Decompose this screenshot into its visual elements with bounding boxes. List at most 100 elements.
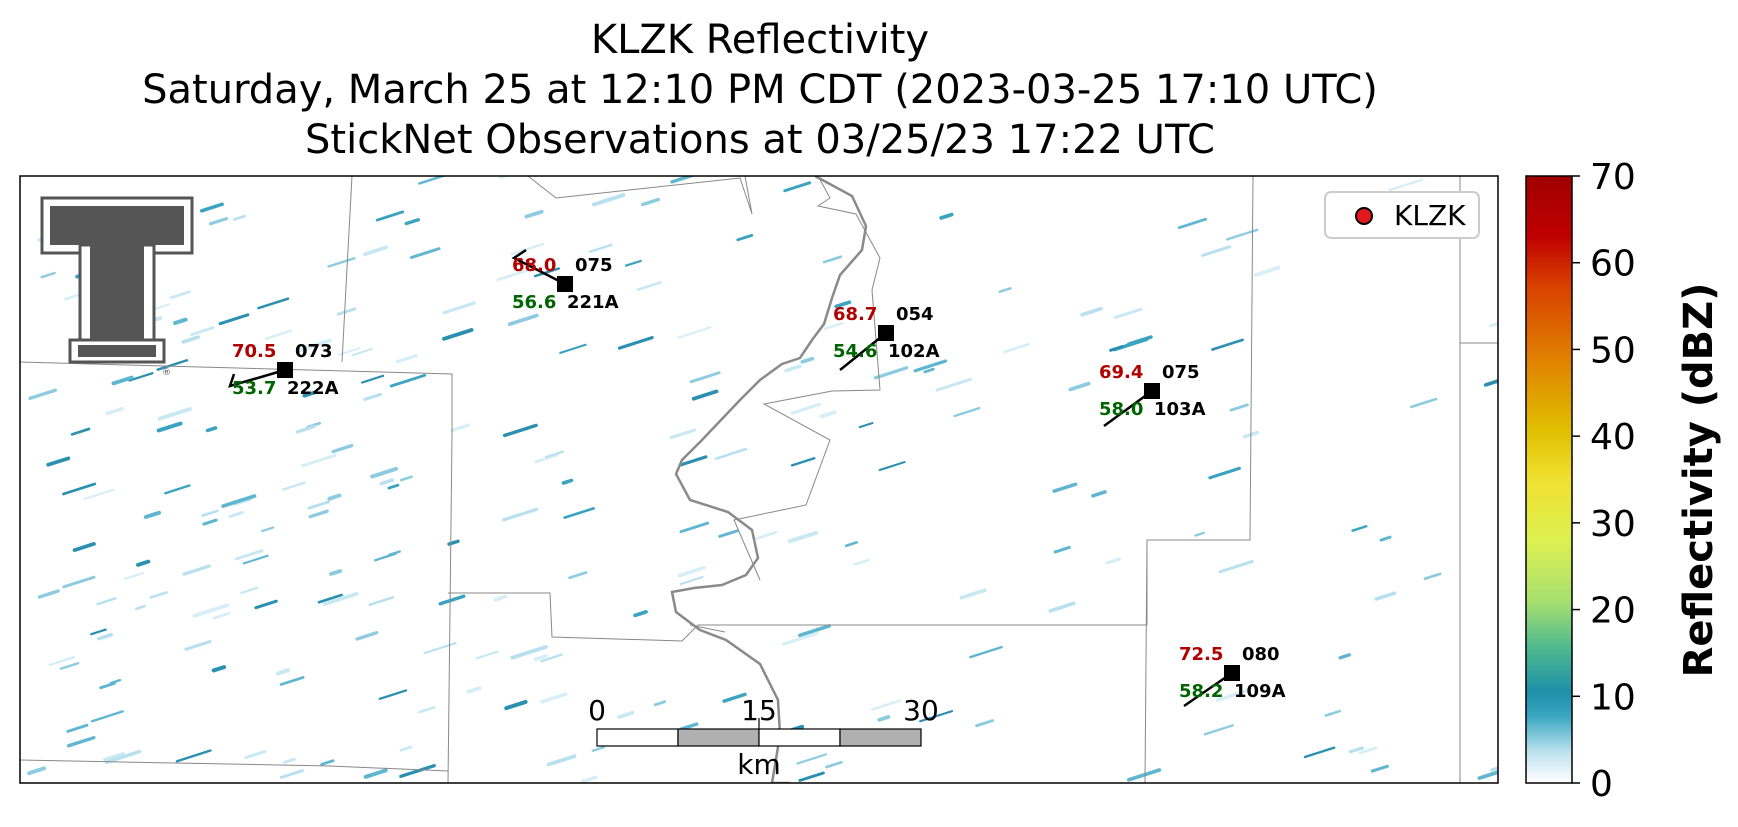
echo-streak [1351,525,1368,532]
echo-streak [298,338,332,352]
echo-streak [496,268,530,282]
echo-streak [169,290,191,299]
echo-streak [1200,245,1231,257]
echo-streak [96,632,114,641]
echo-streak [279,676,305,686]
echo-streak [438,594,466,606]
echo-streak [96,597,117,606]
echo-streak [66,736,96,748]
echo-streak [975,719,995,728]
legend: KLZK [1324,191,1480,239]
echo-streak [568,571,588,580]
echo-streak [1215,688,1251,702]
echo-streak [156,359,189,371]
echo-streak [329,569,343,576]
echo-streak [722,692,747,703]
echo-streak [633,610,648,618]
echo-streak [221,494,257,508]
echo-streak [363,768,388,779]
echo-streak [1253,265,1281,277]
echo-streak [404,218,420,226]
echo-streak [399,764,436,779]
echo-streak [70,427,91,436]
echo-streak [111,375,134,386]
echo-streak [211,665,227,673]
echo-streak [181,335,201,344]
echo-streak [149,591,168,599]
colorbar: 0 10 20 30 40 50 60 70 Reflectivity (dBZ) [1525,157,1722,805]
station-wind-direction: 075 [1162,362,1200,383]
echo-streak [242,554,269,565]
scale-label-0: 0 [588,694,606,727]
echo-streak [783,181,812,193]
station-marker [878,325,894,341]
echo-streak [493,594,508,602]
station-dewpoint: 58.0 [1099,399,1143,420]
echo-streak [502,507,539,522]
echo-streak [853,558,871,566]
echo-streak [591,193,626,207]
echo-streak [1218,559,1254,574]
echo-streak [617,710,635,719]
station-dewpoint: 58.2 [1179,681,1223,702]
echo-streak [418,706,436,714]
echo-streak [260,526,275,533]
echo-streak [998,287,1012,293]
station-103A: 69.4 075 58.0 103A [1099,362,1206,428]
echo-streak [450,423,470,432]
station-wind-direction: 054 [896,304,934,325]
station-221A: 68.0 075 56.6 221A [511,248,619,313]
echo-streak [182,564,211,576]
station-temperature: 70.5 [232,341,276,362]
echo-streak [714,447,748,460]
echo-streak [66,723,89,733]
echo-streak [1126,335,1153,346]
station-dewpoint: 54.6 [833,341,877,362]
echo-streak [389,373,427,388]
station-id: 221A [567,292,619,313]
echo-streak [819,410,837,419]
echo-streak [510,645,548,660]
echo-streak [670,176,696,184]
echo-streak [59,662,80,670]
echo-streak [1379,535,1392,542]
echo-streak [156,421,183,433]
logo-text: T [158,217,159,219]
echo-streak [1338,653,1351,660]
echo-streak [301,453,337,468]
echo-streak [157,407,193,421]
echo-streak [363,392,383,401]
echo-streak [351,347,373,357]
reflectivity-echoes [27,176,1498,783]
colorbar-tick-label: 50 [1590,330,1636,371]
echo-streak [1208,466,1241,480]
echo-streak [62,575,96,589]
scale-label-30: 30 [903,694,939,727]
echo-streak [540,653,563,663]
station-dewpoint: 53.7 [232,378,276,399]
echo-streak [409,247,441,259]
station-marker [1144,383,1160,399]
echo-streak [244,750,267,760]
colorbar-tick-label: 0 [1590,764,1613,805]
echo-streak [825,760,843,769]
echo-streak [399,745,413,752]
echo-streak [1113,307,1143,319]
echo-streak [1348,746,1364,754]
echo-streak [679,521,710,534]
river-line [670,176,868,783]
echo-streak [1068,381,1091,392]
echo-streak [375,210,405,222]
echo-streak [1410,397,1438,409]
echo-streak [175,749,212,763]
echo-streak [240,586,259,595]
echo-streak [787,530,819,544]
echo-streak [1052,482,1078,493]
echo-streak [378,689,408,700]
station-marker [557,276,573,292]
echo-streak [83,488,114,500]
echo-streak [953,406,981,418]
wind-barb [511,248,566,286]
wind-barb [228,368,286,388]
